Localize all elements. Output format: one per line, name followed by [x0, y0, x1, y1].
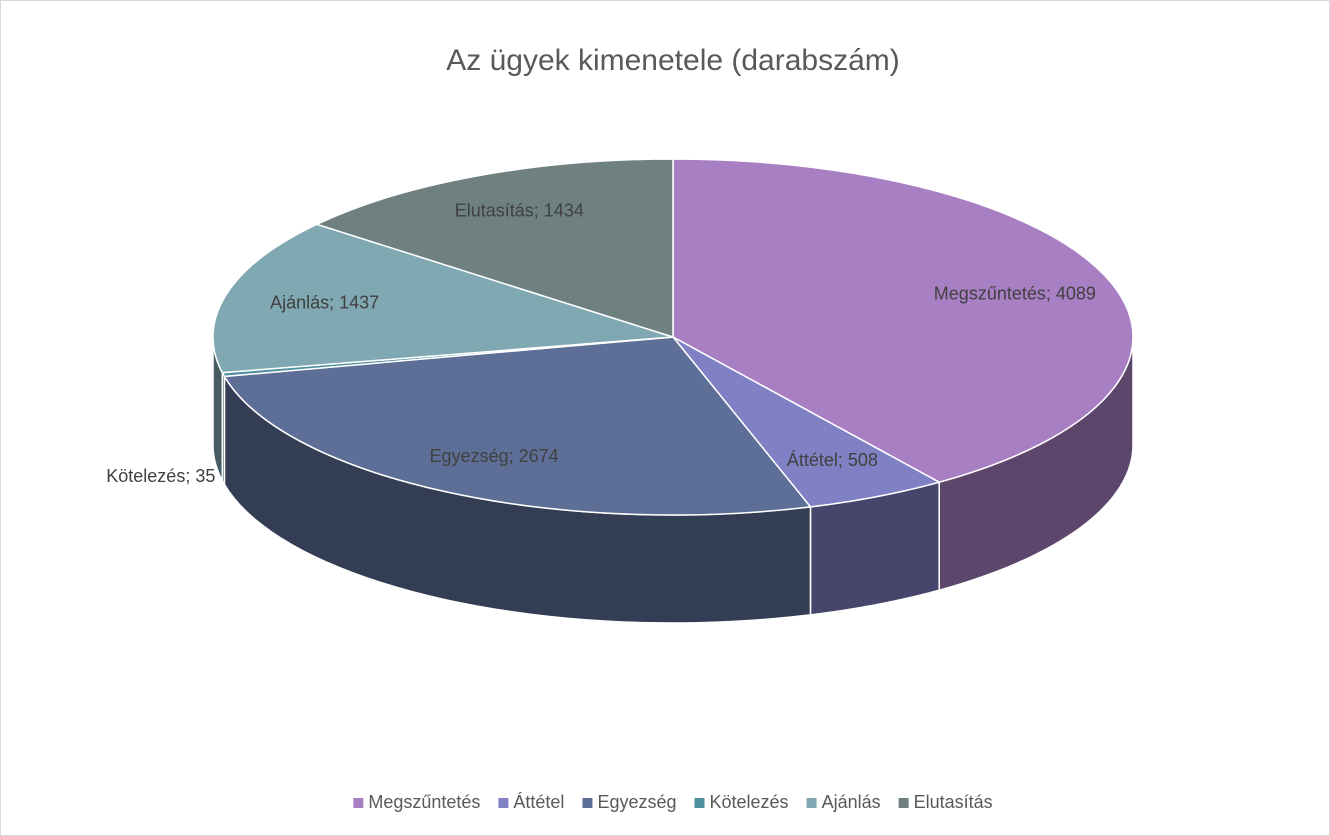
- legend-swatch: [498, 798, 509, 808]
- slice: [672, 158, 1134, 483]
- legend-label: Áttétel: [513, 792, 564, 812]
- data-label: Kötelezés; 35: [106, 466, 215, 486]
- legend-swatch: [898, 798, 909, 808]
- legend-swatch: [353, 798, 364, 808]
- legend-label: Ajánlás: [822, 792, 881, 812]
- legend-label: Egyezség: [597, 792, 676, 812]
- legend-swatch: [806, 798, 817, 808]
- data-label: Megszűntetés; 4089: [934, 284, 1096, 304]
- slice: [314, 158, 674, 339]
- data-label: Egyezség; 2674: [430, 446, 559, 466]
- legend-label: Elutasítás: [914, 792, 993, 812]
- slice: [672, 336, 942, 508]
- slice: [212, 223, 674, 374]
- data-label: Elutasítás; 1434: [455, 200, 584, 220]
- data-label: Ajánlás; 1437: [270, 292, 379, 312]
- legend-swatch: [694, 798, 705, 808]
- legend-label: Kötelezés: [710, 792, 789, 812]
- legend-swatch: [582, 798, 593, 808]
- slice: [223, 336, 812, 516]
- legend: Megszűntetés Áttétel Egyezség Kötelezés Aján…: [353, 792, 993, 812]
- chart-title: Az ügyek kimenetele (darabszám): [446, 44, 900, 77]
- data-label: Áttétel; 508: [787, 450, 878, 470]
- legend-label: Megszűntetés: [368, 792, 480, 812]
